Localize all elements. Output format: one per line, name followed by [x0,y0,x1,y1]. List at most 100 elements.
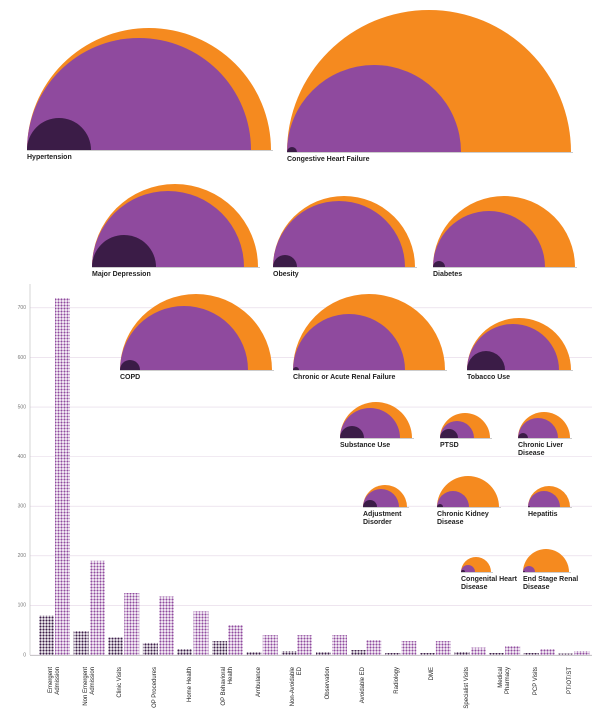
bar [262,635,278,655]
condition-label: Tobacco Use [467,374,511,381]
y-tick-label: 400 [18,454,27,460]
condition-label: Congestive Heart Failure [287,156,370,163]
bar [177,649,193,655]
bar [489,653,505,655]
semicircle [273,201,405,267]
semicircle [518,433,528,438]
semicircle [523,566,535,572]
bar [350,650,366,655]
x-tick-label: Home Health [186,667,193,703]
x-tick-label: Ambulance [255,667,262,698]
bar [55,297,70,655]
semicircle [461,570,465,572]
condition-label: Substance Use [340,442,391,449]
x-tick-label: Medical Pharmacy [498,667,512,695]
x-tick-label: Avoidable ED [359,667,366,704]
y-tick-label: 100 [18,603,27,609]
y-tick-label: 0 [23,652,26,658]
y-tick-label: 600 [18,355,27,361]
bar [73,631,89,655]
bar [505,646,521,655]
x-tick-label: OP Procedures [151,667,158,708]
semicircle [287,147,297,152]
semicircle [293,367,299,370]
semicircle [287,65,461,152]
semicircle [92,235,156,267]
x-tick-label: PCP Visits [532,667,539,696]
x-tick-label: Clinic Visits [117,667,124,698]
semicircle [363,500,377,507]
x-tick-label: Radiology [394,667,401,694]
condition-label: PTSD [440,442,459,449]
x-tick-label: DME [428,667,435,681]
semicircle [340,426,364,438]
semicircle [433,211,545,267]
condition-label: Adjustment Disorder [363,511,402,526]
x-tick-label: Specialist Visits [463,667,470,709]
bar [401,641,417,655]
semicircle [120,360,140,370]
semicircle [27,38,251,150]
condition-label: Chronic Liver Disease [518,442,564,457]
y-tick-label: 500 [18,404,27,410]
condition-label: Congenital Heart Disease [461,576,518,591]
condition-label: Diabetes [433,271,463,278]
y-tick-label: 300 [18,504,27,510]
semicircle [120,306,248,370]
x-tick-label: Non Emergent Admission [82,667,96,706]
semicircle [523,571,525,572]
bar [142,642,158,655]
bar [470,647,486,655]
condition-label: Chronic Kidney Disease [437,511,489,526]
bar [523,653,539,655]
semicircle [433,261,445,267]
y-tick-label: 700 [18,305,27,311]
bar [124,593,140,655]
condition-label: End Stage Renal Disease [523,576,579,591]
x-tick-label: Emergent Admission [48,667,61,695]
semicircle [440,429,458,438]
bar [385,653,401,655]
condition-label: Hepatitis [528,511,558,518]
bar [212,641,228,655]
semicircle [27,118,91,150]
semicircle [437,491,469,507]
semicircle [273,255,297,267]
semicircle [461,565,475,572]
bar [332,635,347,655]
condition-label: COPD [120,374,141,381]
bar [193,611,209,655]
bar [454,652,470,655]
x-tick-label: Non-Avoidable ED [290,667,304,707]
bar [108,637,124,655]
semicircle [437,504,443,507]
semicircle [518,418,558,438]
bar [297,635,313,655]
semicircle [528,506,530,507]
x-tick-label: PT/OT/ST [567,667,574,694]
bar [558,653,574,655]
bar [89,560,105,655]
bar [281,651,297,655]
bar [366,640,382,655]
bar [574,651,590,655]
x-tick-label: OP Behavioral Health [221,667,235,706]
condition-label: Chronic or Acute Renal Failure [293,374,396,381]
semicircle [293,314,405,370]
bar [316,652,331,655]
bar [539,649,555,655]
semicircle [528,491,560,507]
condition-label: Major Depression [92,271,151,278]
semicircle [523,549,569,572]
bar [435,641,451,655]
bar [158,596,174,655]
semicircle [467,351,505,370]
bar [39,615,54,655]
x-tick-label: Observation [325,667,331,700]
bar [419,653,435,655]
condition-label: Obesity [273,271,299,278]
bar [246,652,262,655]
bar [228,625,244,655]
